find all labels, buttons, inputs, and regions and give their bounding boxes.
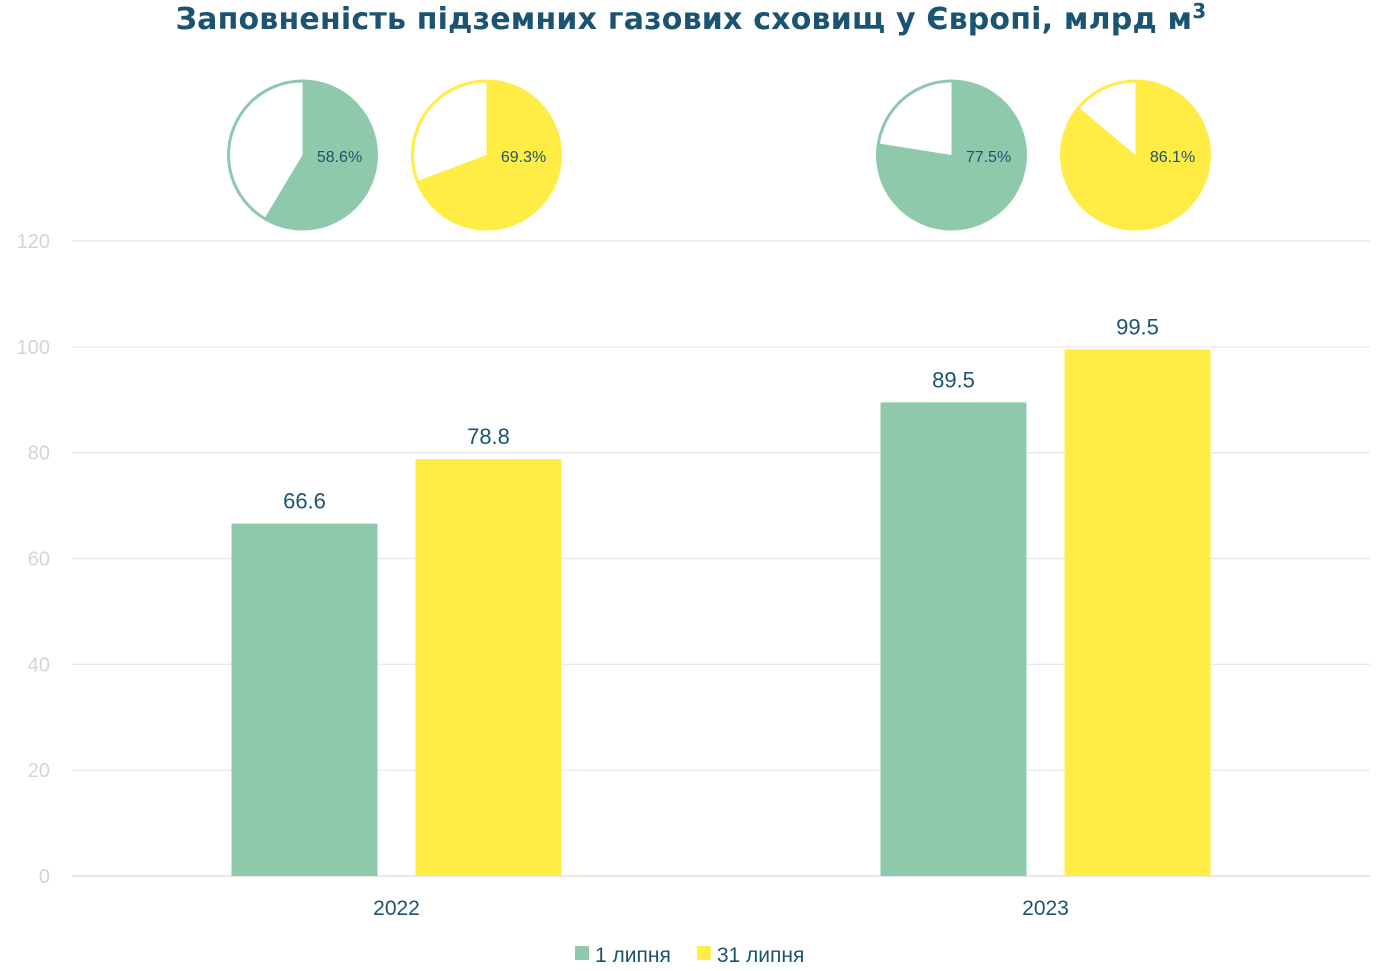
pie-label: 58.6%	[317, 149, 362, 166]
y-tick-label: 40	[28, 654, 50, 676]
pie-chart: 69.3%	[411, 79, 562, 231]
bar	[231, 523, 378, 876]
legend-swatch	[575, 946, 589, 960]
data-label: 78.8	[467, 424, 510, 449]
pie-chart: 86.1%	[1060, 79, 1211, 231]
pie-chart: 58.6%	[227, 79, 378, 231]
x-tick-label: 2022	[373, 897, 420, 920]
data-label: 89.5	[932, 367, 975, 392]
legend-swatch	[696, 946, 711, 960]
pie-filled-slice	[1061, 81, 1210, 229]
data-label: 99.5	[1116, 314, 1159, 339]
x-tick-label: 2023	[1022, 897, 1069, 920]
bar	[415, 459, 562, 876]
y-tick-label: 60	[28, 549, 50, 571]
bar	[880, 402, 1027, 876]
legend-label: 31 липня	[717, 944, 805, 967]
pie-label: 77.5%	[966, 149, 1011, 166]
pie-chart: 77.5%	[876, 79, 1027, 231]
bar	[1064, 349, 1211, 877]
pie-label: 86.1%	[1150, 149, 1195, 166]
y-tick-label: 120	[17, 231, 50, 253]
y-tick-label: 0	[39, 866, 50, 888]
data-label: 66.6	[283, 489, 326, 514]
y-tick-label: 80	[28, 443, 50, 465]
y-tick-label: 100	[17, 337, 50, 359]
legend-label: 1 липня	[595, 944, 671, 967]
pie-filled-slice	[877, 81, 1026, 229]
y-tick-label: 20	[28, 760, 50, 782]
chart-title: Заповненість підземних газових сховищ у …	[175, 0, 1207, 37]
pie-filled-slice	[417, 81, 561, 230]
pie-filled-slice	[264, 81, 377, 229]
pie-label: 69.3%	[501, 149, 546, 166]
